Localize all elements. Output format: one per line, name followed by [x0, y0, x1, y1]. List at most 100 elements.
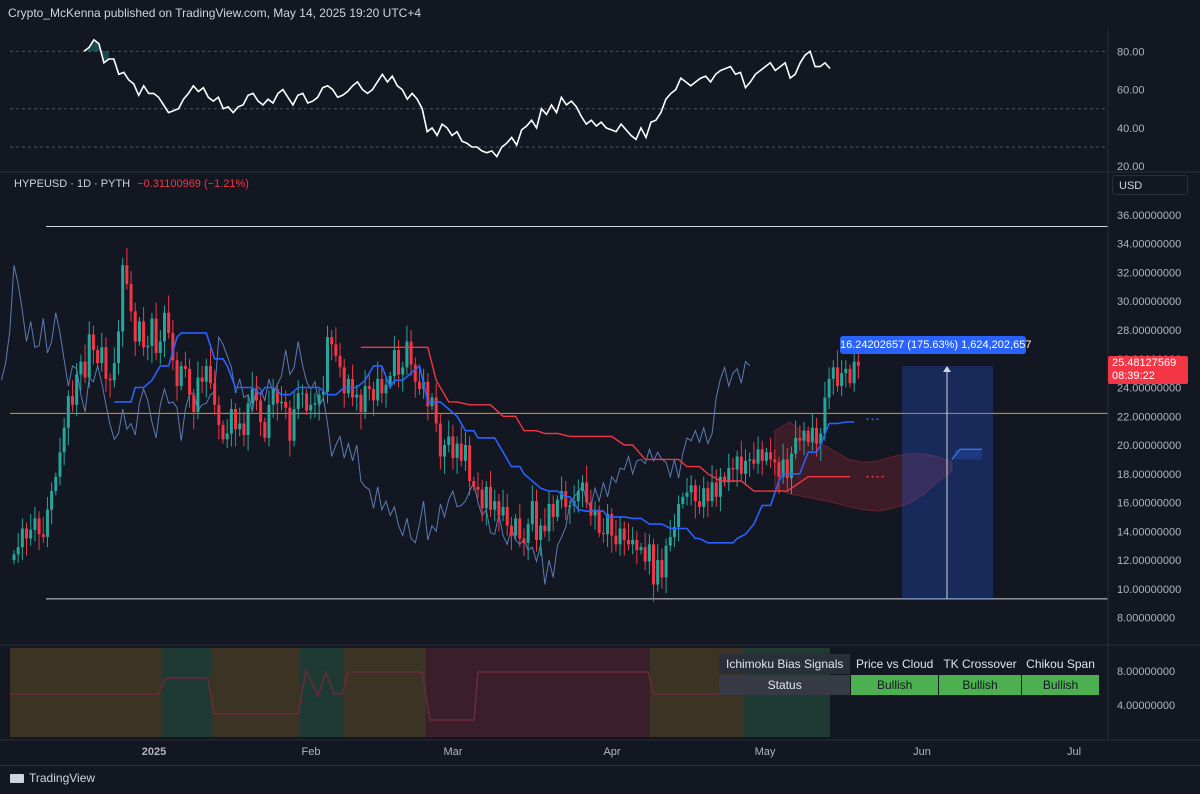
candle-body — [371, 388, 375, 401]
candle-body — [530, 501, 534, 525]
candle — [514, 514, 518, 540]
candle-body — [208, 365, 212, 384]
candle — [75, 363, 79, 417]
chart-canvas[interactable]: 80.00 60.00 40.00 20.00 8.00000000 4.0000000… — [0, 0, 1200, 765]
candle-body — [96, 350, 100, 364]
candle-body — [718, 476, 722, 497]
time-x-tick: May — [755, 746, 776, 758]
candle-body — [643, 547, 647, 562]
candle — [267, 390, 271, 447]
candle-body — [564, 491, 568, 507]
candle — [622, 521, 626, 556]
signals-table-title: Ichimoku Bias Signals — [719, 654, 851, 674]
candle-body — [213, 383, 217, 405]
candle — [254, 376, 258, 411]
tradingview-logo[interactable]: TradingView — [10, 771, 95, 785]
candle-body — [785, 459, 789, 479]
candle — [802, 422, 806, 456]
candle-body — [321, 391, 325, 395]
candle-body — [626, 539, 630, 545]
candle — [769, 437, 773, 469]
candle — [789, 446, 793, 494]
candle — [200, 365, 204, 394]
candle — [417, 364, 421, 395]
candle — [238, 407, 242, 437]
candle-body — [551, 504, 555, 517]
candle — [731, 457, 735, 483]
price-change: −0.31100969 (−1.21%) — [137, 178, 249, 190]
candle — [62, 417, 66, 466]
candle-body — [104, 347, 108, 379]
candle-body — [677, 504, 681, 528]
candle — [748, 452, 752, 477]
time-x-tick: 2025 — [142, 746, 166, 758]
candle — [823, 381, 827, 441]
candle — [133, 302, 137, 356]
candle — [326, 325, 329, 404]
candle — [405, 325, 409, 375]
candle-body — [447, 436, 451, 446]
candle — [280, 386, 284, 411]
candle — [601, 518, 605, 543]
candle — [196, 361, 200, 420]
candle-body — [305, 393, 309, 411]
candle — [321, 376, 325, 402]
candle — [376, 361, 380, 407]
candle-body — [622, 528, 626, 540]
candle-body — [62, 427, 66, 453]
candle — [710, 465, 714, 507]
price-y-tick: 16.00000000 — [1117, 498, 1181, 510]
candle — [744, 449, 747, 486]
candle-body — [647, 544, 651, 562]
candle-body — [710, 482, 714, 502]
candle-body — [769, 452, 773, 460]
candle-body — [852, 361, 856, 384]
candle-body — [789, 453, 793, 479]
candle-body — [589, 502, 593, 516]
candle — [781, 443, 785, 484]
candle-body — [217, 404, 221, 425]
candle — [647, 534, 651, 575]
candle-body — [543, 525, 547, 532]
candle-body — [426, 381, 430, 407]
candle-body — [142, 321, 146, 348]
candle-body — [497, 501, 501, 516]
candle-body — [522, 538, 526, 543]
candle-body — [162, 312, 166, 342]
candle — [585, 465, 589, 509]
candle-body — [158, 341, 162, 354]
candle — [702, 476, 706, 519]
candle-body — [401, 367, 405, 375]
candle — [71, 380, 75, 412]
candle-body — [246, 403, 250, 435]
candle-body — [330, 337, 334, 345]
candle — [367, 374, 371, 401]
candle-body — [137, 321, 141, 342]
signal-phase-band — [344, 648, 426, 737]
candle — [259, 391, 263, 437]
candle — [777, 456, 781, 494]
brand-name: TradingView — [29, 771, 96, 785]
candle — [217, 396, 221, 440]
candle — [518, 504, 522, 548]
candle — [346, 374, 350, 398]
candle — [371, 381, 375, 417]
future-senkou-fill — [955, 449, 982, 460]
candle — [351, 364, 355, 407]
candle — [443, 439, 447, 474]
candle — [380, 365, 384, 404]
candle-body — [827, 378, 831, 398]
candle-body — [171, 332, 175, 361]
price-y-tick: 22.00000000 — [1117, 411, 1181, 423]
candle-body — [20, 528, 24, 548]
candle — [300, 384, 304, 408]
price-y-tick: 8.00000000 — [1117, 613, 1175, 625]
currency-button[interactable]: USD — [1112, 175, 1188, 195]
candle-body — [593, 509, 597, 516]
candle-body — [727, 468, 731, 483]
candle-body — [639, 547, 643, 551]
oscillator-y-tick: 80.00 — [1117, 46, 1145, 58]
candle-body — [547, 504, 551, 532]
candle-body — [555, 499, 559, 517]
candle-body — [806, 430, 810, 443]
